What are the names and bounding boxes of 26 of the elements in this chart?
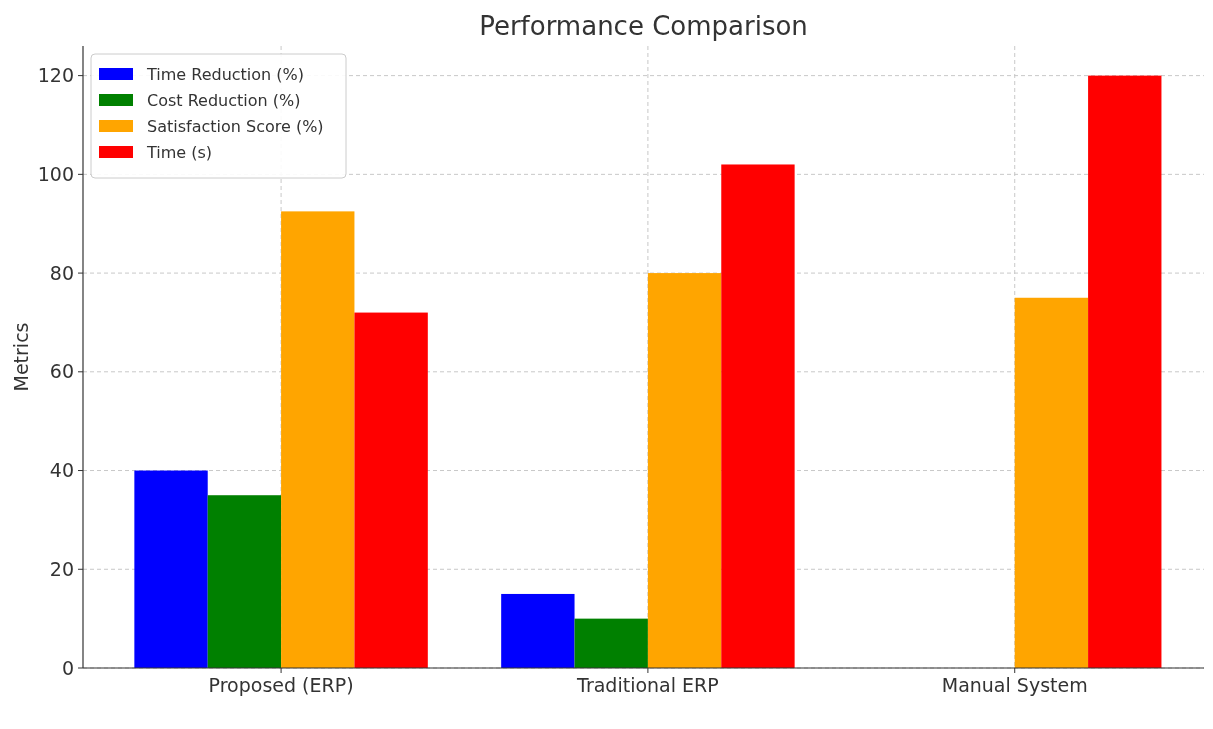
bar [207,495,282,668]
bar [721,164,795,668]
bar [354,312,428,668]
x-tick-label: Proposed (ERP) [208,674,354,696]
y-tick-label: 0 [61,656,74,679]
bar [574,618,648,668]
bar [501,593,575,668]
y-tick-label: 100 [37,163,74,185]
y-tick-label: 20 [49,557,74,580]
bar [134,470,208,668]
bar [1088,75,1162,668]
legend-label: Cost Reduction (%) [147,90,301,110]
y-tick-label: 60 [49,360,74,383]
y-tick-label: 120 [37,64,74,87]
legend-label: Time Reduction (%) [146,64,304,84]
x-tick-label: Traditional ERP [576,674,719,696]
bar [647,273,722,668]
y-tick-label: 40 [49,459,74,482]
legend-label: Satisfaction Score (%) [147,116,324,136]
bar [281,211,355,668]
bar [1014,297,1089,668]
y-tick-label: 80 [49,261,74,284]
chart-title: Performance Comparison [479,11,808,41]
legend-label: Time (s) [146,142,213,162]
y-axis-title: Metrics [10,322,32,392]
x-tick-label: Manual System [941,674,1088,696]
